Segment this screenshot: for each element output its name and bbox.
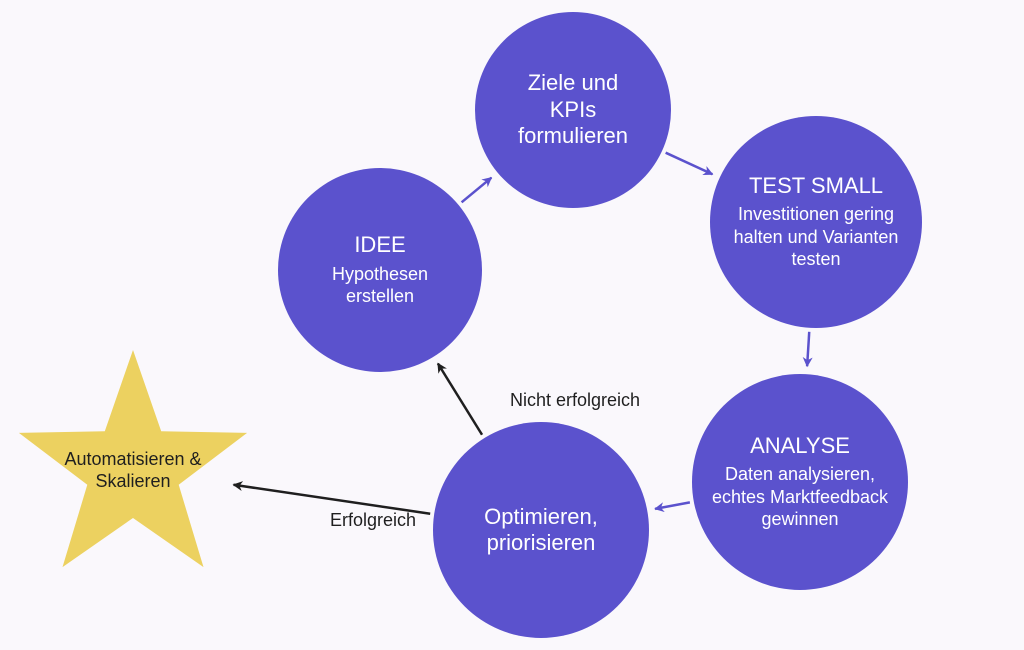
node-goals: Ziele undKPIsformulieren — [475, 12, 671, 208]
edge-label-not-successful: Nicht erfolgreich — [510, 390, 640, 411]
arrow-analyse-to-optimize — [655, 502, 690, 508]
diagram-stage: Automatisieren &Skalieren Ziele undKPIsf… — [0, 0, 1024, 650]
edge-label-successful: Erfolgreich — [330, 510, 416, 531]
arrow-idea-to-goals — [462, 178, 492, 203]
node-analyse: ANALYSE Daten analysieren,echtes Marktfe… — [692, 374, 908, 590]
node-test-subtitle: Investitionen geringhalten und Varianten… — [734, 203, 899, 271]
arrow-test-to-analyse — [807, 332, 809, 366]
node-idea-title: IDEE — [354, 232, 405, 258]
node-test: TEST SMALL Investitionen geringhalten un… — [710, 116, 922, 328]
arrow-goals-to-test — [666, 153, 713, 175]
node-test-title: TEST SMALL — [749, 173, 883, 199]
node-idea-subtitle: Hypothesenerstellen — [332, 263, 428, 308]
node-optimize-title: Optimieren,priorisieren — [484, 504, 598, 557]
node-analyse-title: ANALYSE — [750, 433, 850, 459]
node-optimize: Optimieren,priorisieren — [433, 422, 649, 638]
star-label: Automatisieren &Skalieren — [53, 448, 213, 493]
node-analyse-subtitle: Daten analysieren,echtes Marktfeedbackge… — [712, 463, 888, 531]
arrow-optimize-to-idea — [438, 364, 482, 435]
node-goals-title: Ziele undKPIsformulieren — [518, 70, 628, 149]
node-idea: IDEE Hypothesenerstellen — [278, 168, 482, 372]
star-automate-scale: Automatisieren &Skalieren — [3, 340, 263, 600]
